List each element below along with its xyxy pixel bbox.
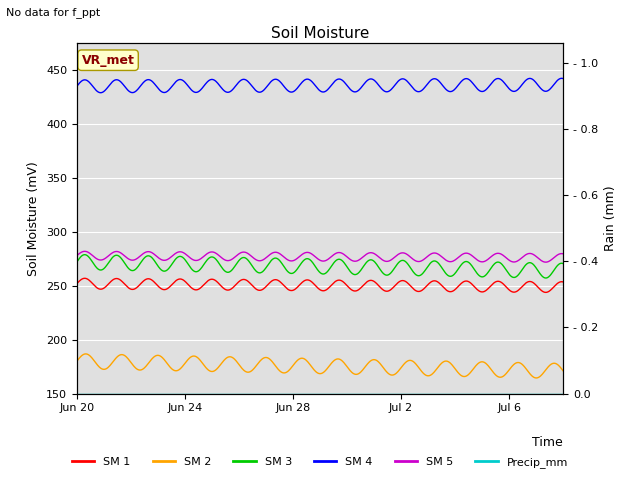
Title: Soil Moisture: Soil Moisture [271,25,369,41]
Y-axis label: Rain (mm): Rain (mm) [604,186,617,251]
Legend: SM 1, SM 2, SM 3, SM 4, SM 5, Precip_mm: SM 1, SM 2, SM 3, SM 4, SM 5, Precip_mm [68,452,572,472]
Y-axis label: Soil Moisture (mV): Soil Moisture (mV) [28,161,40,276]
Text: No data for f_ppt: No data for f_ppt [6,7,100,18]
Text: Time: Time [532,436,563,449]
Text: VR_met: VR_met [82,54,134,67]
